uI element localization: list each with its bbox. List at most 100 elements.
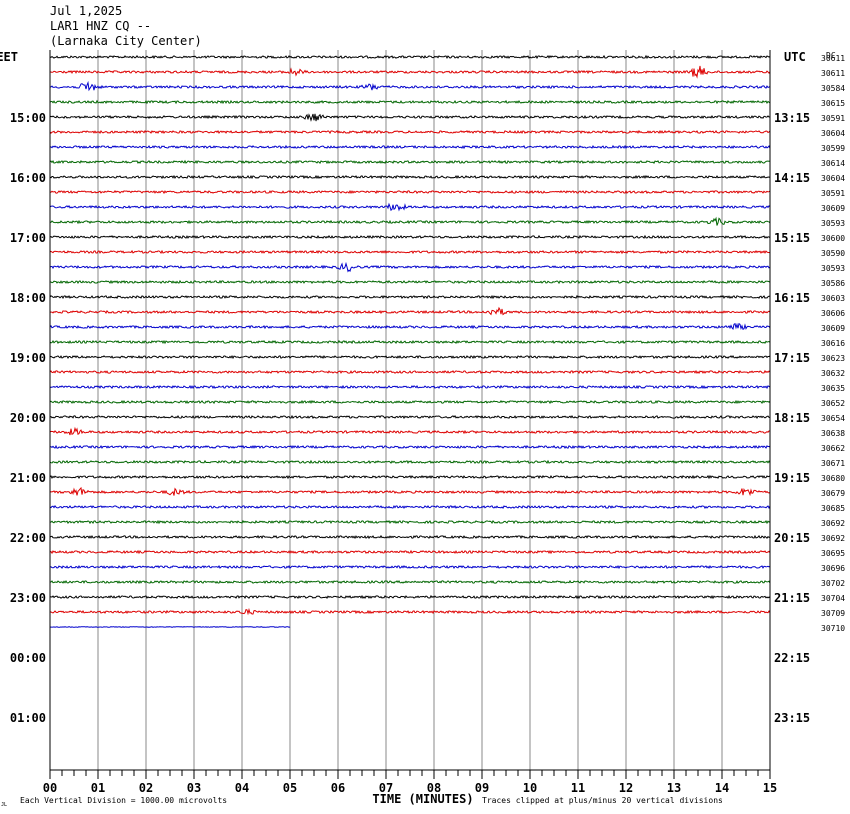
station-code: LAR1 HNZ CQ -- (50, 19, 152, 33)
dc-offset-label: 30609 (821, 204, 845, 213)
dc-offset-label: 30692 (821, 519, 845, 528)
trace-row-3 (49, 99, 771, 105)
right-hour-label: 14:15 (774, 171, 810, 185)
trace-row-30 (49, 504, 771, 510)
trace-row-16 (49, 294, 771, 300)
trace-row-12 (49, 234, 771, 240)
left-timezone-label: EET (0, 50, 18, 64)
dc-offset-label: 30604 (821, 129, 845, 138)
trace-row-14 (49, 261, 771, 273)
dc-offset-label: 30584 (821, 84, 845, 93)
x-tick-label: 00 (43, 781, 57, 795)
trace-row-7 (49, 159, 771, 165)
trace-row-35 (50, 579, 771, 585)
dc-offset-label: 30590 (821, 249, 845, 258)
trace-row-22 (49, 384, 771, 390)
trace-row-32 (49, 534, 771, 540)
x-tick-label: 09 (475, 781, 489, 795)
left-hour-label: 22:00 (10, 531, 46, 545)
trace-group (49, 54, 771, 628)
right-hour-label: 18:15 (774, 411, 810, 425)
left-hour-label: 18:00 (10, 291, 46, 305)
x-tick-label: 08 (427, 781, 441, 795)
trace-row-29 (49, 486, 771, 497)
dc-offset-label: 30704 (821, 594, 845, 603)
right-hour-label: 16:15 (774, 291, 810, 305)
trace-row-4 (49, 113, 771, 122)
dc-offset-label: 30710 (821, 624, 845, 633)
axis-labels: 00 01 02 03 04 05 06 07 08 09 10 11 12 13 14 15 30611 306… (0, 50, 845, 808)
left-hour-label: 01:00 (10, 711, 46, 725)
trace-row-8 (49, 174, 771, 180)
left-hour-label: 21:00 (10, 471, 46, 485)
minute-grid (97, 50, 723, 770)
x-tick-label: 13 (667, 781, 681, 795)
trace-row-28 (49, 474, 771, 480)
dc-offset-label: 30616 (821, 339, 845, 348)
right-hour-label: 23:15 (774, 711, 810, 725)
chart-date: Jul 1,2025 (50, 4, 123, 18)
trace-row-13 (49, 249, 771, 255)
right-hour-label: 21:15 (774, 591, 810, 605)
dc-offset-label: 30593 (821, 219, 845, 228)
left-hour-label: 20:00 (10, 411, 46, 425)
trace-row-24 (49, 414, 770, 420)
trace-row-19 (49, 339, 771, 345)
left-hour-label: 17:00 (10, 231, 46, 245)
trace-row-15 (50, 279, 771, 285)
dc-offset-label: 30662 (821, 444, 845, 453)
trace-row-21 (49, 369, 771, 375)
dc-offset-label: 30591 (821, 189, 845, 198)
trace-row-33 (49, 549, 771, 555)
trace-row-26 (49, 444, 771, 450)
trace-row-17 (49, 306, 771, 316)
x-tick-label: 03 (187, 781, 201, 795)
vertical-scale-note: Each Vertical Division = 1000.00 microvo… (20, 796, 227, 805)
left-hour-label: 23:00 (10, 591, 46, 605)
x-tick-label: 01 (91, 781, 105, 795)
dc-offset-label: 30623 (821, 354, 845, 363)
dc-offset-label: 30652 (821, 399, 845, 408)
dc-offset-label: 30611 (821, 54, 845, 63)
x-tick-label: 02 (139, 781, 153, 795)
dc-offset-label: 30600 (821, 234, 845, 243)
trace-row-31 (49, 519, 771, 525)
dc-offset-label: 30586 (821, 279, 845, 288)
dc-offset-label: 30696 (821, 564, 845, 573)
dc-offset-label: 30695 (821, 549, 845, 558)
dc-offset-label: 30599 (821, 144, 845, 153)
right-timezone-label: UTC (784, 50, 806, 64)
dc-offset-label: 30615 (821, 99, 845, 108)
trace-row-11 (49, 216, 771, 226)
dc-offset-label: 30632 (821, 369, 845, 378)
x-tick-label: 12 (619, 781, 633, 795)
trace-row-38 (49, 626, 291, 628)
corner-mark: JL (1, 802, 7, 808)
trace-row-6 (49, 144, 771, 150)
x-axis-title: TIME (MINUTES) (372, 792, 473, 806)
x-tick-label: 04 (235, 781, 249, 795)
x-tick-label: 05 (283, 781, 297, 795)
plot-frame (49, 50, 771, 779)
dc-offset-label: 30591 (821, 114, 845, 123)
dc-offset-label: 30671 (821, 459, 845, 468)
trace-row-1 (50, 65, 771, 79)
dc-offset-label: 30654 (821, 414, 845, 423)
trace-row-34 (49, 564, 771, 570)
dc-offset-label: 30593 (821, 264, 845, 273)
dc-offset-label: 30638 (821, 429, 845, 438)
right-hour-label: 19:15 (774, 471, 810, 485)
trace-row-9 (49, 189, 771, 195)
x-tick-label: 11 (571, 781, 585, 795)
trace-row-37 (49, 607, 771, 616)
x-tick-label: 15 (763, 781, 777, 795)
left-hour-label: 16:00 (10, 171, 46, 185)
trace-row-0 (49, 54, 771, 60)
dc-offset-label: 30606 (821, 309, 845, 318)
right-hour-label: 15:15 (774, 231, 810, 245)
dc-offset-label: 30709 (821, 609, 845, 618)
station-location: (Larnaka City Center) (50, 34, 202, 48)
trace-row-5 (49, 129, 771, 135)
dc-offset-label: 30679 (821, 489, 845, 498)
